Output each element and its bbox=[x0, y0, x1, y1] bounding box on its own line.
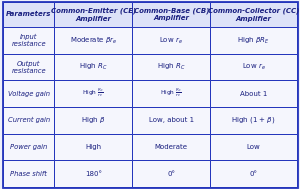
Bar bbox=[132, 27, 210, 54]
Text: 180°: 180° bbox=[85, 171, 102, 177]
Text: High $R_C$: High $R_C$ bbox=[79, 62, 108, 72]
Bar bbox=[132, 160, 210, 187]
Text: Phase shift: Phase shift bbox=[10, 171, 47, 177]
Text: Low $r_e$: Low $r_e$ bbox=[159, 35, 183, 46]
Bar bbox=[3, 81, 55, 107]
Text: Common-Emitter (CE)
Amplifier: Common-Emitter (CE) Amplifier bbox=[51, 7, 136, 22]
Text: Input
resistance: Input resistance bbox=[11, 34, 46, 47]
Bar bbox=[3, 107, 55, 134]
Bar bbox=[55, 160, 132, 187]
Bar bbox=[55, 134, 132, 160]
Text: Parameters: Parameters bbox=[6, 12, 51, 18]
Bar bbox=[132, 81, 210, 107]
Text: 0°: 0° bbox=[250, 171, 258, 177]
Text: High (1 + $\beta$): High (1 + $\beta$) bbox=[231, 115, 276, 125]
Bar bbox=[210, 54, 297, 81]
Text: High $\beta R_E$: High $\beta R_E$ bbox=[237, 35, 270, 46]
Bar bbox=[55, 27, 132, 54]
Text: Power gain: Power gain bbox=[10, 144, 47, 150]
Text: Moderate $\beta r_e$: Moderate $\beta r_e$ bbox=[70, 35, 117, 46]
Bar bbox=[132, 134, 210, 160]
Text: High $R_C$: High $R_C$ bbox=[157, 62, 186, 72]
Bar bbox=[3, 134, 55, 160]
Bar bbox=[3, 160, 55, 187]
Text: Current gain: Current gain bbox=[8, 117, 50, 123]
Bar bbox=[210, 160, 297, 187]
Text: High $\frac{R_c}{r_e}$: High $\frac{R_c}{r_e}$ bbox=[82, 87, 104, 100]
Bar bbox=[210, 27, 297, 54]
Text: Output
resistance: Output resistance bbox=[11, 60, 46, 74]
Text: Common-Collector (CC)
Amplifier: Common-Collector (CC) Amplifier bbox=[208, 7, 299, 22]
Text: About 1: About 1 bbox=[240, 91, 267, 97]
Bar bbox=[132, 2, 210, 27]
Text: Moderate: Moderate bbox=[155, 144, 188, 150]
Text: High $\frac{R_c}{r_e}$: High $\frac{R_c}{r_e}$ bbox=[160, 87, 182, 100]
Text: Common-Base (CB)
Amplifier: Common-Base (CB) Amplifier bbox=[134, 8, 209, 22]
Text: High: High bbox=[85, 144, 101, 150]
Bar bbox=[55, 2, 132, 27]
Bar bbox=[210, 81, 297, 107]
Text: Voltage gain: Voltage gain bbox=[8, 91, 50, 97]
Text: 0°: 0° bbox=[167, 171, 175, 177]
Bar bbox=[3, 54, 55, 81]
Bar bbox=[132, 54, 210, 81]
Bar bbox=[55, 54, 132, 81]
Bar bbox=[55, 107, 132, 134]
Bar bbox=[55, 81, 132, 107]
Bar bbox=[210, 107, 297, 134]
Text: High $\beta$: High $\beta$ bbox=[81, 115, 106, 125]
Bar bbox=[3, 27, 55, 54]
Bar bbox=[3, 2, 55, 27]
Bar bbox=[210, 2, 297, 27]
Text: Low $r_e$: Low $r_e$ bbox=[242, 62, 266, 72]
Text: Low: Low bbox=[247, 144, 260, 150]
Text: Low, about 1: Low, about 1 bbox=[149, 117, 194, 123]
Bar bbox=[210, 134, 297, 160]
Bar bbox=[132, 107, 210, 134]
